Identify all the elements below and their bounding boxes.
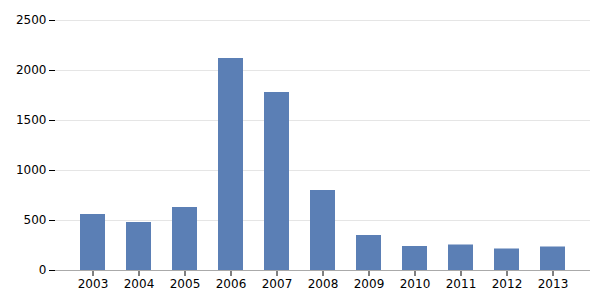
svg-text:2500: 2500 — [16, 13, 47, 27]
svg-text:2013: 2013 — [538, 277, 569, 291]
svg-text:2011: 2011 — [446, 277, 477, 291]
svg-text:2003: 2003 — [78, 277, 109, 291]
svg-text:1000: 1000 — [16, 163, 47, 177]
svg-text:2008: 2008 — [308, 277, 339, 291]
svg-text:2004: 2004 — [124, 277, 155, 291]
svg-text:1500: 1500 — [16, 113, 47, 127]
svg-text:500: 500 — [24, 213, 47, 227]
svg-text:2010: 2010 — [400, 277, 431, 291]
svg-text:2009: 2009 — [354, 277, 385, 291]
svg-text:2012: 2012 — [492, 277, 523, 291]
svg-text:2005: 2005 — [170, 277, 201, 291]
svg-text:2000: 2000 — [16, 63, 47, 77]
svg-text:0: 0 — [39, 263, 47, 277]
svg-text:2007: 2007 — [262, 277, 293, 291]
svg-text:2006: 2006 — [216, 277, 247, 291]
